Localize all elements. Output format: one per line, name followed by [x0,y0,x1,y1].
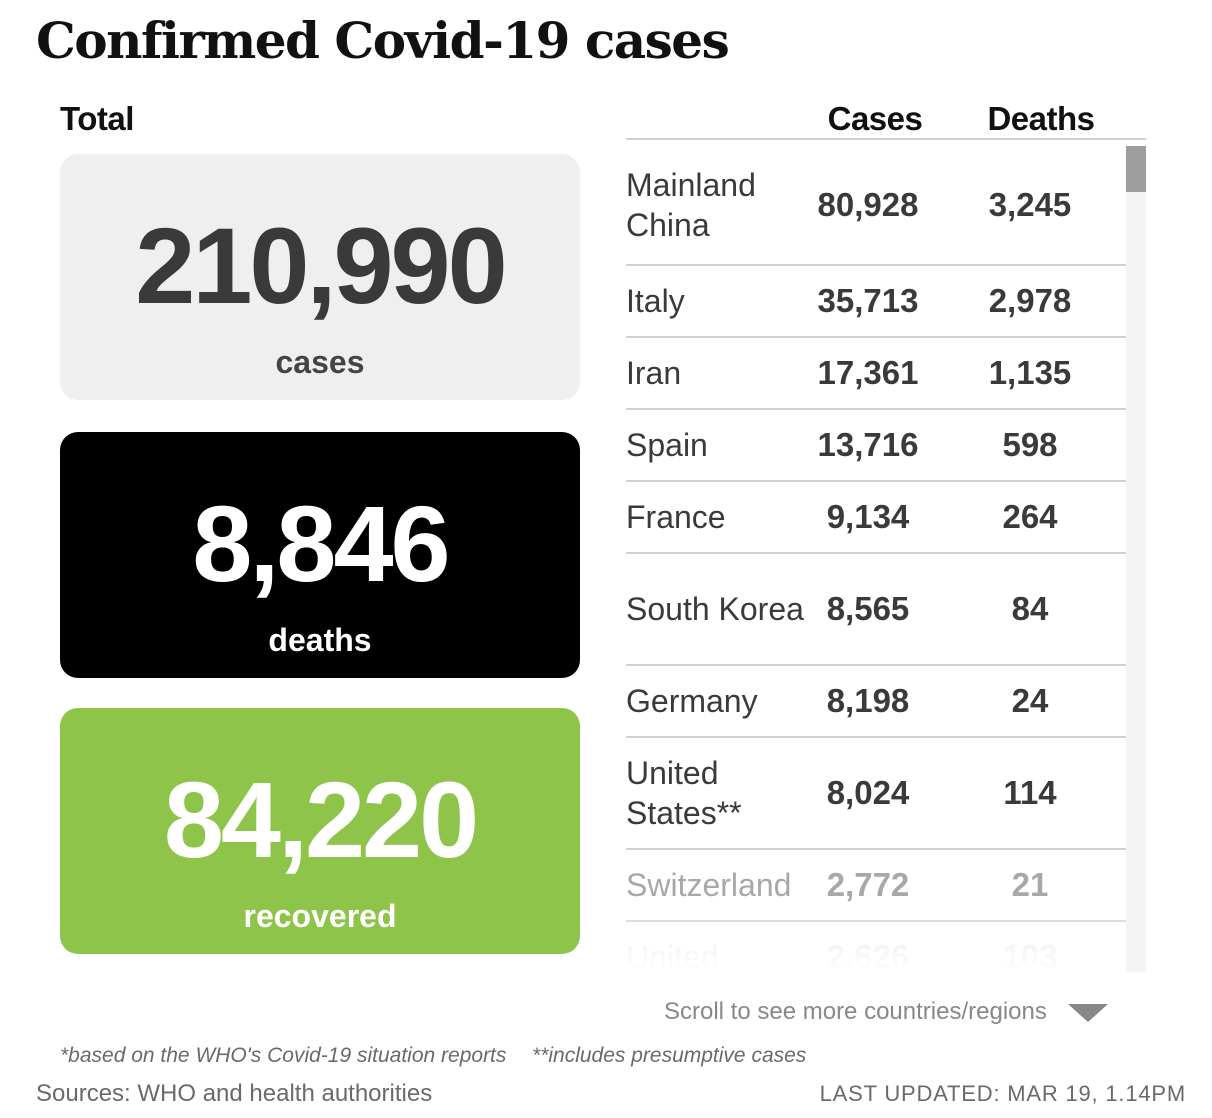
country-name: South Korea [626,591,804,627]
page-title: Confirmed Covid-19 cases [36,11,730,70]
table-row: United 2,626 103 [626,922,1126,972]
country-cases: 80,928 [817,186,919,223]
scrollbar-thumb[interactable] [1126,146,1146,192]
table-row: France 9,134 264 [626,482,1126,554]
total-cases-card: 210,990 cases [60,154,580,400]
country-deaths: 24 [1011,682,1049,719]
table-row: Germany 8,198 24 [626,666,1126,738]
table-row: South Korea 8,565 84 [626,554,1126,666]
country-deaths: 2,978 [988,282,1072,319]
country-deaths: 598 [1002,426,1058,463]
country-rows: Mainland China 80,928 3,245 Italy 35,713 2,97… [626,146,1126,972]
total-recovered-card: 84,220 recovered [60,708,580,954]
table-row: United States** 8,024 114 [626,738,1126,850]
footnote-who: *based on the WHO's Covid-19 situation r… [60,1044,507,1067]
country-name: Mainland China [626,167,756,243]
country-cases: 35,713 [817,282,919,319]
country-deaths: 3,245 [988,186,1072,223]
country-name: Switzerland [626,867,792,903]
country-name: Iran [626,355,682,391]
country-cases: 13,716 [817,426,919,463]
country-name: Italy [626,283,685,319]
total-label: Total [60,100,134,137]
country-cases: 8,565 [826,590,910,627]
total-deaths-value: 8,846 [192,483,450,604]
country-name: France [626,499,726,535]
total-deaths-card: 8,846 deaths [60,432,580,678]
country-deaths: 21 [1011,866,1049,903]
total-deaths-label: deaths [268,622,372,658]
chevron-down-icon[interactable] [1068,1004,1108,1022]
header-divider [626,138,1146,140]
table-scrollbar[interactable] [1126,146,1146,972]
table-row: Iran 17,361 1,135 [626,338,1126,410]
country-cases: 8,024 [826,774,910,811]
country-name: Spain [626,427,708,463]
country-cases: 2,626 [826,938,910,972]
country-table[interactable]: Mainland China 80,928 3,245 Italy 35,713 2,97… [626,146,1126,972]
country-cases: 9,134 [826,498,910,535]
total-cases-label: cases [275,344,365,380]
cases-column-header: Cases [827,100,923,137]
country-name: United States** [626,755,742,831]
total-recovered-value: 84,220 [163,759,479,880]
total-cases-value: 210,990 [135,205,507,326]
table-row: Italy 35,713 2,978 [626,266,1126,338]
total-recovered-label: recovered [243,898,397,934]
country-deaths: 114 [1003,774,1057,811]
footnote-presumptive: **includes presumptive cases [532,1044,807,1067]
deaths-column-header: Deaths [987,100,1095,137]
country-deaths: 103 [1002,938,1058,972]
country-cases: 8,198 [826,682,910,719]
country-cases: 17,361 [817,354,919,391]
country-deaths: 84 [1011,590,1049,627]
table-row: Mainland China 80,928 3,245 [626,146,1126,266]
scroll-hint-text: Scroll to see more countries/regions [664,998,1047,1025]
country-name: Germany [626,683,758,719]
country-deaths: 264 [1002,498,1058,535]
table-row: Switzerland 2,772 21 [626,850,1126,922]
last-updated-text: LAST UPDATED: MAR 19, 1.14PM [819,1081,1186,1106]
table-row: Spain 13,716 598 [626,410,1126,482]
country-deaths: 1,135 [988,354,1072,391]
sources-text: Sources: WHO and health authorities [36,1080,433,1107]
country-cases: 2,772 [826,866,910,903]
